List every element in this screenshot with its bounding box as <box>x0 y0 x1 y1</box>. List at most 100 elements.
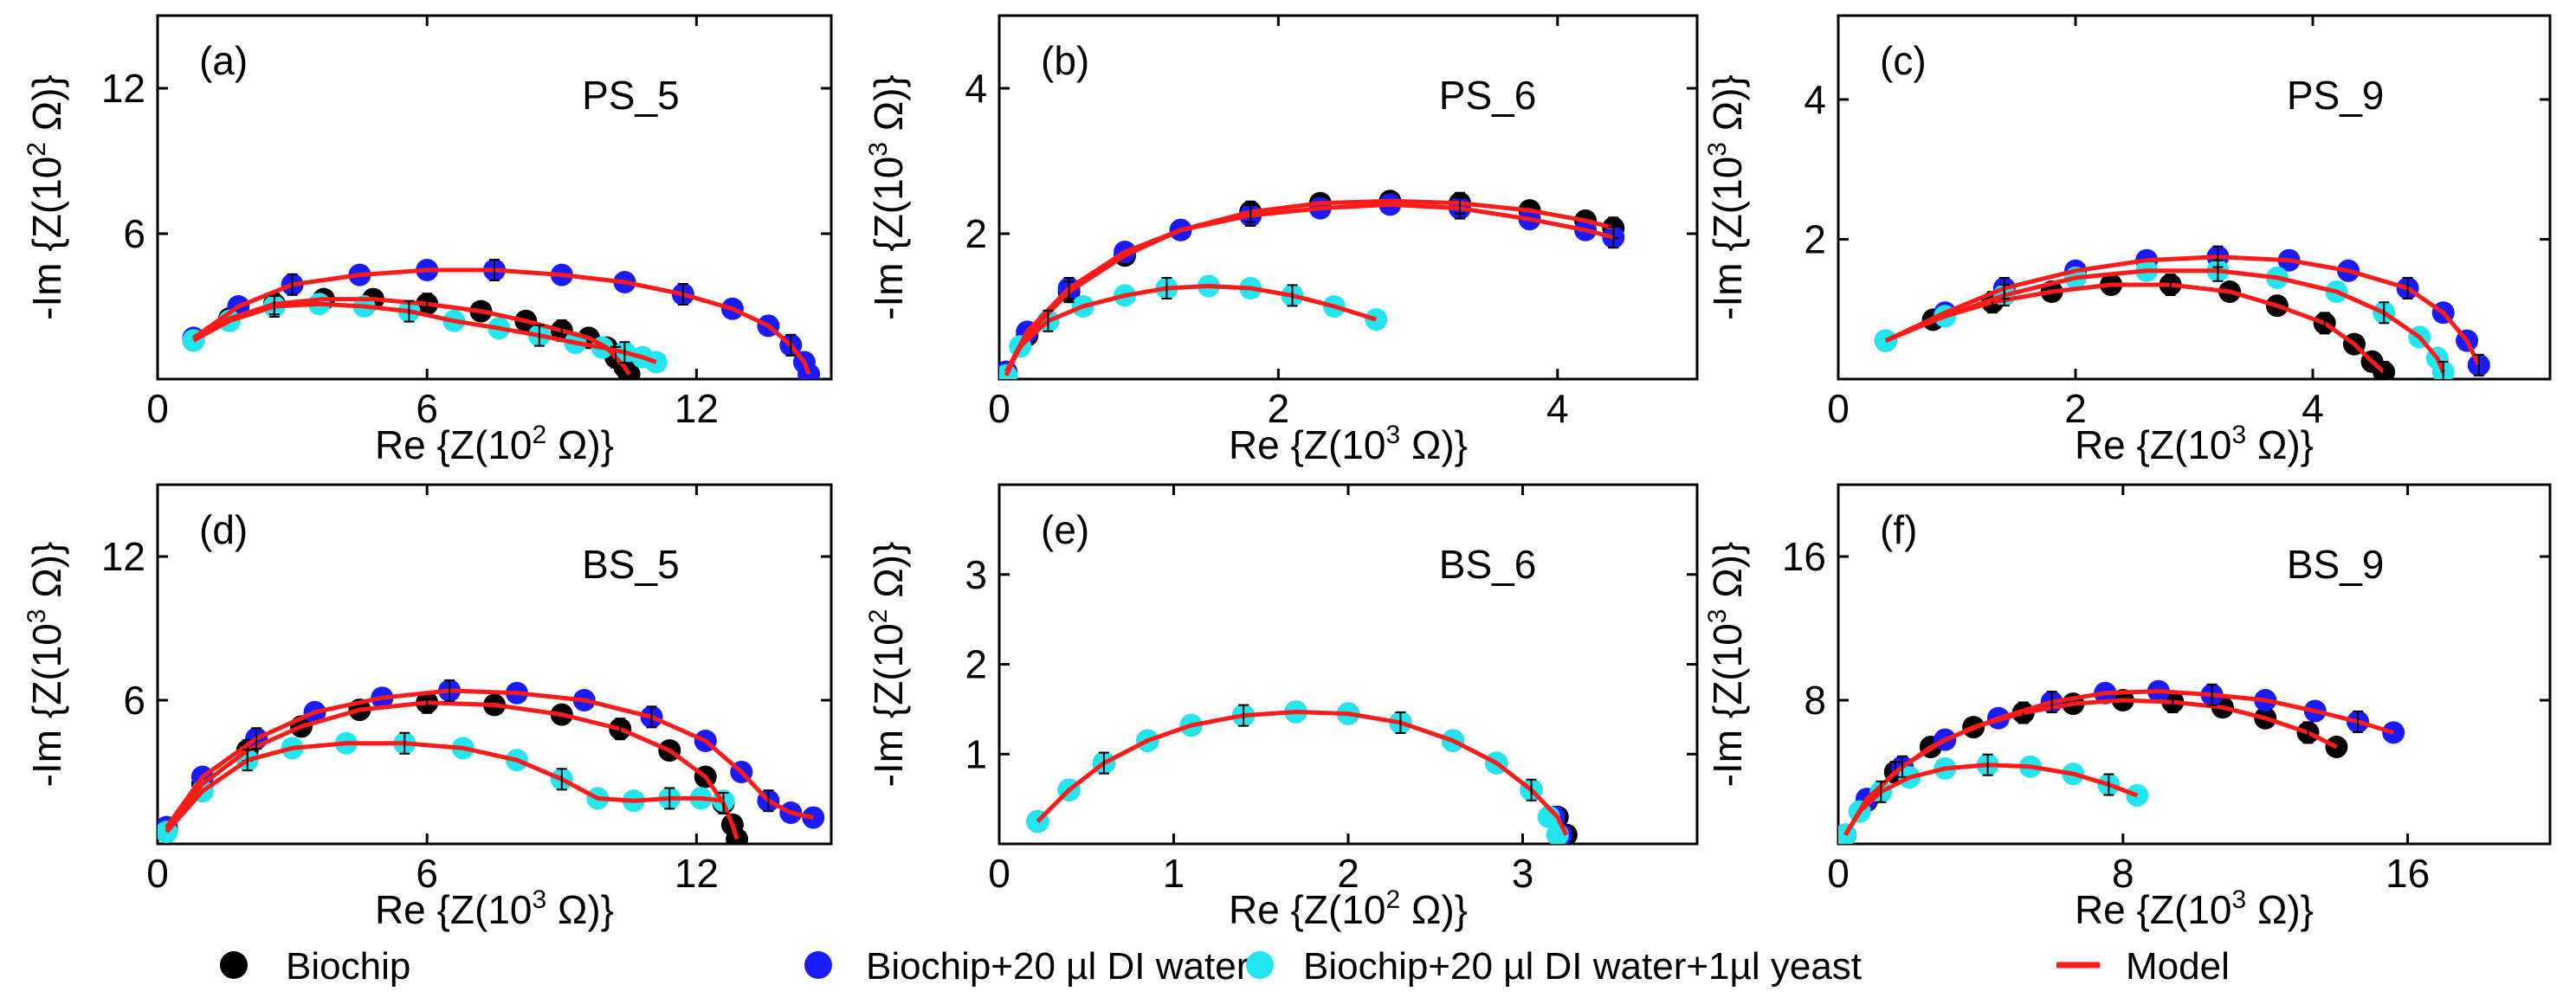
plot-area <box>156 483 833 846</box>
x-axis-label-part: Re {Z(10 <box>2075 887 2232 932</box>
y-axis-label-part: 3 <box>864 142 893 157</box>
model-line <box>192 267 811 376</box>
data-point <box>1365 308 1388 331</box>
x-axis-label: Re {Z(103 Ω)} <box>2075 421 2314 467</box>
panel-letter: (e) <box>1041 507 1089 552</box>
y-tick-label: 2 <box>1804 216 1826 261</box>
plot-area <box>1837 483 2552 846</box>
legend-label: Biochip <box>286 945 410 988</box>
y-axis-label-part: Ω)} <box>24 542 69 609</box>
y-axis-label-part: -Im {Z(10 <box>24 157 69 320</box>
panel-title: BS_5 <box>582 542 680 587</box>
legend-label: Model <box>2126 945 2230 988</box>
x-axis-label: Re {Z(103 Ω)} <box>375 885 614 932</box>
x-axis-label-part: 2 <box>532 421 546 449</box>
x-axis-label-part: Ω)} <box>1400 887 1468 932</box>
data-layer <box>1874 245 2490 379</box>
plot-area <box>1837 14 2552 381</box>
x-tick-label: 2 <box>1337 851 1359 896</box>
x-axis-label-part: Re {Z(10 <box>375 887 533 932</box>
data-point <box>2126 783 2149 807</box>
x-tick-label: 6 <box>416 851 438 896</box>
x-axis-label-part: Ω)} <box>1400 422 1468 467</box>
x-axis-label-part: 3 <box>2231 885 2246 914</box>
x-axis-label-part: Re {Z(10 <box>2075 422 2232 467</box>
y-tick-label: 6 <box>123 211 145 256</box>
x-tick-label: 6 <box>416 386 438 431</box>
y-axis-label-part: Ω)} <box>866 542 911 609</box>
y-axis-label: -Im {Z(103 Ω)} <box>23 542 69 788</box>
y-axis-label: -Im {Z(102 Ω)} <box>23 74 69 320</box>
x-axis-label-part: Re {Z(10 <box>1229 422 1386 467</box>
model-line <box>165 741 724 833</box>
y-tick-label: 4 <box>1804 77 1826 122</box>
legend-marker <box>220 951 248 979</box>
panel-title: PS_6 <box>1439 73 1537 118</box>
x-axis-label-part: Ω)} <box>2246 887 2314 932</box>
x-axis-label-part: Ω)} <box>546 422 614 467</box>
y-axis-label-part: Ω)} <box>866 74 911 142</box>
model-line <box>1004 202 1614 373</box>
x-tick-label: 16 <box>2386 851 2430 896</box>
y-axis-label-part: -Im {Z(10 <box>24 623 69 787</box>
x-axis-label-part: Re {Z(10 <box>1229 887 1386 932</box>
x-tick-label: 3 <box>1512 851 1534 896</box>
x-tick-label: 4 <box>2302 386 2324 431</box>
panel-letter: (c) <box>1880 38 1927 83</box>
y-axis-label-part: 2 <box>23 142 51 157</box>
panel-title: BS_9 <box>2287 542 2385 587</box>
data-layer <box>1026 700 1578 844</box>
data-layer <box>158 679 825 844</box>
y-tick-label: 2 <box>965 642 987 687</box>
x-axis-label-part: Ω)} <box>2246 422 2314 467</box>
model-line <box>1843 763 2139 836</box>
y-axis-label-part: -Im {Z(10 <box>866 623 911 787</box>
model-line <box>165 688 814 829</box>
x-tick-label: 0 <box>1827 386 1850 431</box>
data-point <box>644 351 668 374</box>
y-tick-label: 1 <box>965 731 987 776</box>
y-axis-label-part: 3 <box>1703 609 1732 624</box>
x-axis-label-part: 3 <box>532 885 546 914</box>
legend-marker <box>804 951 832 979</box>
x-axis-label-part: 3 <box>2231 421 2246 449</box>
y-axis-label-part: Ω)} <box>1705 74 1750 142</box>
y-axis-label-part: Ω)} <box>24 74 69 142</box>
x-tick-label: 0 <box>146 386 169 431</box>
y-axis-label-part: 3 <box>1703 142 1732 157</box>
y-tick-label: 2 <box>965 211 987 256</box>
x-tick-label: 2 <box>1268 386 1290 431</box>
x-tick-label: 2 <box>2064 386 2087 431</box>
panel-letter: (d) <box>199 507 248 552</box>
x-axis-label: Re {Z(103 Ω)} <box>2075 885 2314 932</box>
model-line <box>1884 268 2445 373</box>
y-tick-label: 8 <box>1804 678 1826 723</box>
panel-title: PS_5 <box>582 73 680 118</box>
y-tick-label: 16 <box>1782 534 1826 579</box>
y-axis-label: -Im {Z(102 Ω)} <box>864 542 911 788</box>
panel-letter: (b) <box>1041 38 1089 83</box>
legend-label: Biochip+20 µl DI water <box>866 945 1249 988</box>
y-axis-label-part: Ω)} <box>1705 542 1750 609</box>
y-tick-label: 3 <box>965 552 987 597</box>
y-axis-label-part: 3 <box>23 609 51 624</box>
plot-area <box>997 483 1699 846</box>
panel-title: PS_9 <box>2287 73 2385 118</box>
x-tick-label: 12 <box>675 851 719 896</box>
x-axis-label-part: 2 <box>1385 885 1400 914</box>
x-axis-label-part: Ω)} <box>546 887 614 932</box>
y-axis-label: -Im {Z(103 Ω)} <box>1703 542 1750 788</box>
x-axis-label: Re {Z(102 Ω)} <box>375 421 614 467</box>
x-axis-label: Re {Z(102 Ω)} <box>1229 885 1468 932</box>
data-layer <box>182 259 821 379</box>
y-tick-label: 6 <box>123 678 145 723</box>
data-layer <box>999 190 1625 379</box>
y-axis-label: -Im {Z(103 Ω)} <box>864 74 911 320</box>
panel-letter: (a) <box>199 38 248 83</box>
